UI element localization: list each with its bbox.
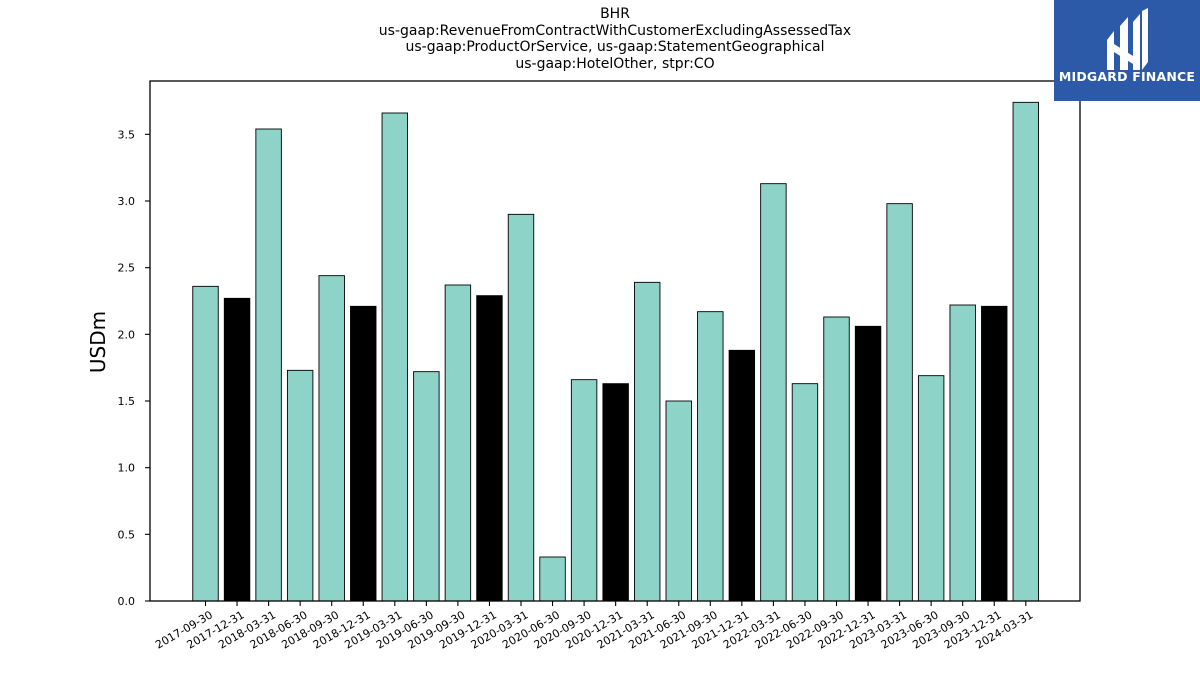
bar [413, 371, 440, 602]
chart-title-line-4: us-gaap:HotelOther, stpr:CO [515, 55, 715, 72]
bar [981, 305, 1008, 602]
y-tick-label: 2.0 [118, 328, 136, 341]
midgard-logo-icon [1107, 8, 1148, 70]
bar [476, 295, 503, 602]
chart-title-line-1: BHR [600, 6, 630, 22]
y-tick-label: 0.5 [118, 528, 136, 541]
bar [223, 297, 251, 602]
bar [539, 556, 566, 602]
bar [350, 305, 377, 602]
plot-frame [149, 80, 1081, 602]
bar [444, 284, 472, 602]
bar [255, 128, 282, 602]
brand-logo: MIDGARD FINANCE [1054, 0, 1200, 101]
bar [728, 349, 756, 602]
bar [570, 379, 598, 602]
bar [917, 375, 945, 602]
bar [760, 183, 787, 602]
chart-title-line-3: us-gaap:ProductOrService, us-gaap:Statem… [405, 39, 825, 55]
bar [791, 383, 819, 602]
bar [602, 383, 629, 602]
bar [507, 213, 535, 602]
bar [318, 275, 345, 602]
bar [823, 316, 850, 602]
y-tick-label: 2.5 [118, 262, 136, 275]
bar [1012, 101, 1039, 602]
y-tick-label: 0.0 [118, 595, 136, 608]
y-tick-label: 1.5 [118, 395, 136, 408]
y-tick-label: 3.0 [118, 195, 136, 208]
bar [697, 311, 724, 602]
chart-title-line-2: us-gaap:RevenueFromContractWithCustomerE… [378, 22, 852, 39]
logo-text: MIDGARD FINANCE [1058, 69, 1196, 84]
bar [192, 285, 219, 602]
y-tick-label: 1.0 [118, 462, 136, 475]
bar [886, 203, 913, 602]
y-axis-label: USDm [86, 311, 110, 373]
bar [381, 112, 408, 602]
y-tick-label: 3.5 [118, 128, 136, 141]
chart-title: BHR us-gaap:RevenueFromContractWithCusto… [150, 6, 1080, 72]
bar [665, 400, 692, 602]
bar [286, 369, 314, 602]
bar [854, 325, 882, 602]
bar [634, 281, 661, 602]
bar [949, 304, 976, 602]
